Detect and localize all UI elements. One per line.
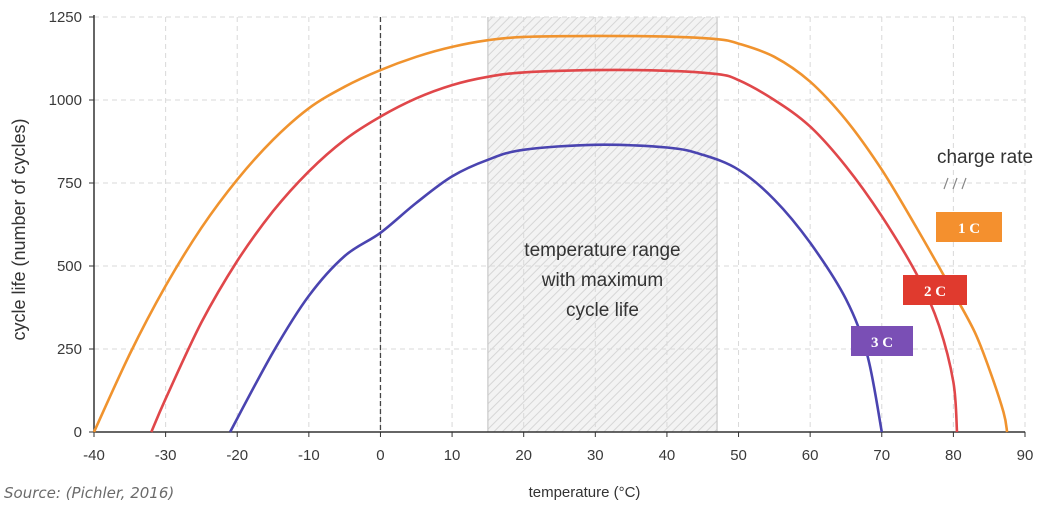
series-line-2c (150, 68, 959, 433)
y-tick-label: 1000 (49, 92, 82, 109)
y-tick-label: 1250 (49, 9, 82, 26)
x-tick-label: 20 (515, 447, 532, 464)
x-tick-label: -20 (226, 447, 248, 464)
x-tick-label: 70 (873, 447, 890, 464)
legend-hash-mark (961, 177, 967, 190)
x-tick-label: 10 (444, 447, 461, 464)
y-tick-label: 750 (57, 175, 82, 192)
series-label-3c: 3 C (871, 335, 893, 351)
x-tick-label: 60 (802, 447, 819, 464)
y-axis-label: cycle life (number of cycles) (9, 118, 29, 340)
legend-hash-mark (952, 177, 958, 190)
x-axis-label: temperature (°C) (529, 484, 641, 501)
x-tick-label: 40 (659, 447, 676, 464)
x-tick-label: 80 (945, 447, 962, 464)
x-tick-label: -30 (155, 447, 177, 464)
series-label-box-1c (936, 212, 1002, 242)
series-line-3c (228, 143, 884, 433)
x-tick-label: 50 (730, 447, 747, 464)
legend-title: charge rate (937, 147, 1033, 168)
series-label-1c: 1 C (958, 221, 980, 237)
source-note: Source: (Pichler, 2016) (4, 484, 175, 502)
x-tick-label: -40 (83, 447, 105, 464)
x-tick-label: -10 (298, 447, 320, 464)
series-label-2c: 2 C (924, 284, 946, 300)
legend-hash-mark (943, 177, 949, 190)
series-label-box-3c (851, 326, 913, 356)
range-label-line: with maximum (541, 270, 663, 291)
series-line-1c (92, 34, 1009, 433)
x-tick-label: 90 (1017, 447, 1034, 464)
series-label-box-2c (903, 275, 967, 305)
y-tick-label: 250 (57, 341, 82, 358)
y-tick-label: 0 (74, 424, 82, 441)
max-life-range-band (487, 17, 718, 432)
x-tick-label: 30 (587, 447, 604, 464)
y-tick-label: 500 (57, 258, 82, 275)
range-label-line: cycle life (566, 300, 639, 321)
x-tick-label: 0 (376, 447, 384, 464)
range-label-line: temperature range (524, 240, 680, 261)
